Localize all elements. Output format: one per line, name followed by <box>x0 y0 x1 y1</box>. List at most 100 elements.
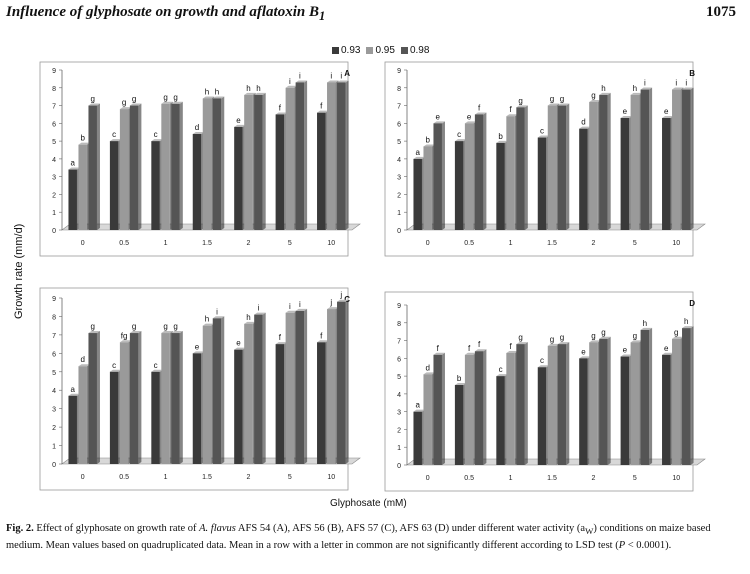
bar <box>579 358 588 465</box>
bar-top <box>516 342 528 345</box>
bar <box>662 118 671 230</box>
bar-letter-label: g <box>132 322 136 331</box>
bar-top <box>640 327 653 330</box>
bar-side <box>649 327 653 465</box>
x-tick-label: 10 <box>672 475 680 482</box>
bar-top <box>423 144 435 147</box>
bar <box>640 329 650 465</box>
bar <box>557 105 567 230</box>
bar <box>327 82 336 230</box>
bar-letter-label: h <box>215 87 219 96</box>
bar-top <box>327 80 339 83</box>
legend-swatch <box>400 47 408 54</box>
bar <box>275 114 285 230</box>
bar-side <box>179 101 183 231</box>
bar-top <box>161 331 173 334</box>
y-tick-label: 1 <box>397 445 401 452</box>
bar-letter-label: g <box>90 322 94 331</box>
x-tick-label: 5 <box>633 240 637 247</box>
y-tick-label: 0 <box>52 462 56 469</box>
bar-top <box>579 356 591 359</box>
bar-letter-label: h <box>246 313 250 322</box>
bar-top <box>171 101 183 104</box>
bar <box>212 318 222 464</box>
bar-letter-label: f <box>279 103 282 112</box>
bar <box>599 94 608 230</box>
bar-top <box>454 383 467 385</box>
x-tick-label: 10 <box>327 240 335 247</box>
bar-top <box>496 140 508 143</box>
x-tick-label: 1 <box>509 240 513 247</box>
page-number: 1075 <box>706 4 736 20</box>
bar <box>192 134 202 230</box>
bar-top <box>620 354 633 357</box>
bar-top <box>537 135 550 138</box>
x-tick-label: 1 <box>164 474 168 481</box>
bar-top <box>433 121 445 124</box>
bar-letter-label: g <box>122 98 126 107</box>
bar <box>151 141 160 230</box>
bar <box>474 351 484 465</box>
bar-letter-label: e <box>581 347 586 356</box>
bar-letter-label: g <box>173 93 177 102</box>
bar-letter-label: c <box>154 361 158 370</box>
bar-top <box>672 336 684 339</box>
bar-letter-label: b <box>457 374 462 383</box>
bar-side <box>138 331 142 464</box>
bar <box>662 354 671 465</box>
bar-top <box>254 312 266 315</box>
bar <box>413 158 422 230</box>
y-tick-label: 3 <box>397 175 401 182</box>
bar-top <box>337 299 349 302</box>
bar <box>119 342 129 464</box>
y-tick-label: 6 <box>397 121 401 128</box>
bar <box>454 385 464 465</box>
x-tick-label: 0.5 <box>119 240 129 247</box>
bar-letter-label: e <box>236 116 241 125</box>
bar-top <box>151 369 163 372</box>
y-tick-label: 2 <box>397 427 401 434</box>
bar-letter-label: f <box>478 340 481 349</box>
bar <box>454 141 464 230</box>
bar <box>254 314 263 464</box>
x-tick-label: 0 <box>81 474 85 481</box>
bar <box>151 371 160 464</box>
bar-top <box>516 105 528 108</box>
bar-top <box>589 340 601 343</box>
bar-top <box>423 372 435 375</box>
bar-top <box>630 92 643 95</box>
bar-top <box>599 92 611 95</box>
bar-side <box>221 316 225 464</box>
bar-top <box>337 80 349 83</box>
x-tick-label: 0.5 <box>119 474 129 481</box>
bar-top <box>474 112 487 115</box>
bar-top <box>78 364 90 367</box>
bar-letter-label: h <box>684 317 688 326</box>
bar-top <box>68 167 80 170</box>
y-tick-label: 5 <box>52 139 56 146</box>
bar-letter-label: h <box>256 84 260 93</box>
bar-side <box>345 299 349 464</box>
bar-top <box>672 87 684 90</box>
y-tick-label: 3 <box>52 407 56 414</box>
bar-top <box>285 85 298 88</box>
bar-top <box>285 310 298 313</box>
bar-top <box>244 92 256 95</box>
bar <box>317 112 326 230</box>
bar-letter-label: h <box>643 319 647 328</box>
bar <box>506 353 515 465</box>
bar <box>640 89 650 230</box>
legend-item-0.98: 0.98 <box>400 45 429 56</box>
bar-side <box>179 331 183 464</box>
y-tick-label: 5 <box>397 374 401 381</box>
bar <box>212 98 222 230</box>
bar-letter-label: i <box>675 79 677 88</box>
bar-side <box>304 308 308 464</box>
bar-letter-label: i <box>216 307 218 316</box>
bar-top <box>464 352 477 355</box>
bar-letter-label: b <box>80 134 85 143</box>
bar-letter-label: j <box>329 298 332 307</box>
bar <box>129 105 139 230</box>
bar <box>88 333 97 464</box>
bar-letter-label: d <box>581 118 585 127</box>
